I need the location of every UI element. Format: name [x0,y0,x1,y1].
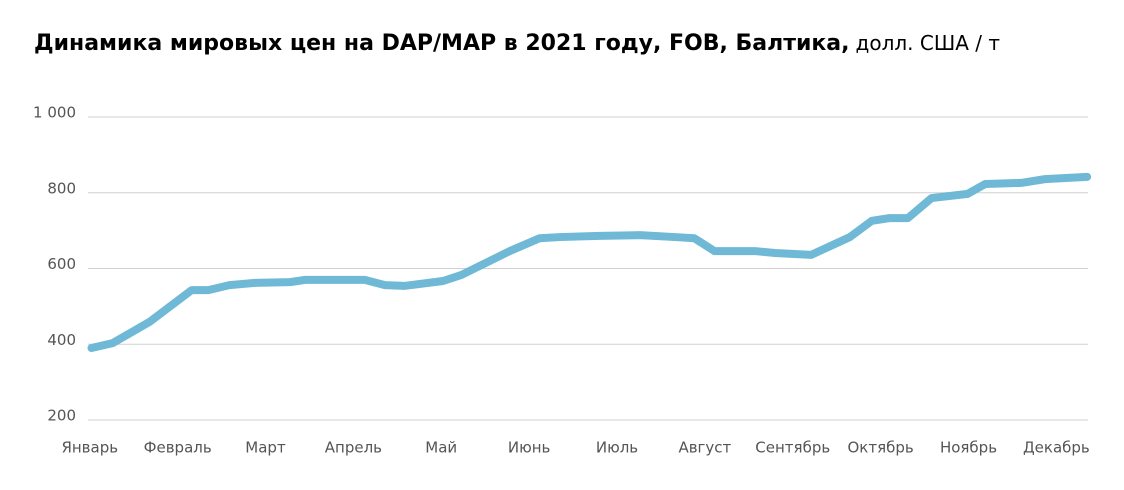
y-tick-label: 1 000 [33,104,76,122]
y-tick-label: 400 [47,331,76,349]
x-tick-label: Ноябрь [940,439,997,457]
x-tick-label: Май [425,439,457,457]
line [87,172,1092,353]
x-tick-label: Декабрь [1023,439,1090,457]
x-tick-label: Март [245,439,286,457]
unit: долл. США / т [856,31,1001,55]
x-tick-label: Октябрь [847,439,913,457]
x-tick-label: Февраль [144,439,212,457]
x-tick-label: Июль [596,439,638,457]
y-tick-label: 200 [47,407,76,425]
chart-title-group: Динамика мировых цен на DAP/MAP в 2021 г… [34,31,1000,57]
y-tick-label: 800 [47,179,76,197]
x-tick-label: Сентябрь [755,439,830,457]
chart-title: Динамика мировых цен на DAP/MAP в 2021 г… [34,31,850,56]
y-tick-label: 600 [47,255,76,273]
x-tick-label: Апрель [325,439,382,457]
x-tick-label: Январь [61,439,118,457]
x-tick-label: Июнь [508,439,551,457]
x-tick-label: Август [678,439,731,457]
